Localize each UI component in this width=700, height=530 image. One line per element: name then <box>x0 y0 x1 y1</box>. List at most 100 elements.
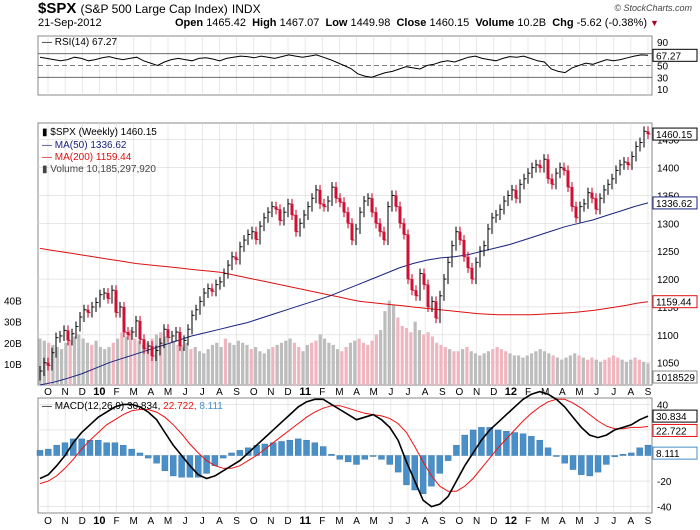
volume-bar <box>275 344 279 385</box>
volume-bar <box>478 355 482 385</box>
price-tick-label: 1050 <box>657 359 680 370</box>
low-label: Low <box>325 17 348 29</box>
x-tick-label-bottom: J <box>594 516 599 527</box>
macd-histogram-bar <box>36 450 44 456</box>
open-label: Open <box>175 17 204 29</box>
volume-bar <box>357 338 361 385</box>
x-tick-label: 12 <box>505 386 517 398</box>
price-bar-body <box>322 203 326 207</box>
volume-tick-label: 40B <box>4 297 22 308</box>
ma200-legend: — MA(200) 1159.44 <box>42 152 132 163</box>
x-tick-label-bottom: F <box>319 516 325 527</box>
macd-histogram-bar <box>153 455 160 464</box>
x-tick-label-bottom: M <box>130 516 138 527</box>
rsi-value-tag-box <box>652 48 698 62</box>
volume-bar <box>292 342 297 385</box>
volume-bar <box>486 351 491 385</box>
volume-bar <box>465 347 469 385</box>
volume-bar <box>568 355 572 385</box>
volume-bar <box>491 349 495 385</box>
volume-bar <box>417 330 422 385</box>
volume-bar <box>284 340 288 385</box>
volume-bar <box>413 321 417 385</box>
price-bar-body <box>470 267 474 280</box>
volume-bar <box>128 330 133 385</box>
macd-line <box>39 390 649 508</box>
volume-bar <box>210 344 215 385</box>
x-tick-label-bottom: M <box>370 516 378 527</box>
volume-bar <box>426 332 430 385</box>
volume-bar <box>327 342 331 385</box>
volume-bar <box>322 338 327 385</box>
price-tick-label: 1250 <box>657 247 680 258</box>
volume-bar <box>137 340 141 385</box>
signal-value-tag: 22.722 <box>656 426 687 437</box>
macd-histogram-bar <box>494 429 502 456</box>
volume-bar <box>223 338 228 385</box>
x-tick-label: J <box>183 387 188 398</box>
volume-bar <box>603 359 607 385</box>
price-bar-body <box>378 223 382 232</box>
volume-bar <box>581 357 585 385</box>
volume-bar <box>620 359 624 385</box>
price-bar-body <box>274 206 278 210</box>
x-tick-label-bottom: 10 <box>93 515 105 527</box>
price-tick-label: 1300 <box>657 219 680 230</box>
volume-value-tag-box <box>652 370 698 384</box>
volume-bar <box>77 334 81 385</box>
macd-histogram-bar <box>286 439 294 456</box>
macd-histogram-bar <box>195 455 202 478</box>
x-tick-label: J <box>388 387 393 398</box>
volume-bar <box>573 353 577 385</box>
x-tick-label: F <box>114 387 120 398</box>
volume-bar <box>202 353 206 385</box>
price-bar-body <box>414 290 418 296</box>
volume-bar <box>288 338 292 385</box>
ma200-line <box>39 247 649 316</box>
volume-bar <box>547 353 551 385</box>
volume-bar <box>68 340 72 385</box>
macd-histogram-bar <box>170 455 177 477</box>
price-bar-body <box>426 284 430 307</box>
x-tick-label: A <box>628 387 635 398</box>
open-value: 1465.42 <box>206 17 246 29</box>
price-tick-label: 1450 <box>657 136 680 147</box>
volume-bar <box>172 340 176 385</box>
x-tick-label-bottom: A <box>353 516 360 527</box>
rsi-tick-label: 10 <box>657 85 669 96</box>
x-tick-label: A <box>148 387 155 398</box>
x-tick-label-bottom: A <box>422 516 429 527</box>
rsi-tick-label: 50 <box>657 62 669 73</box>
price-bar-body <box>318 189 322 204</box>
x-tick-label: M <box>370 387 378 398</box>
volume-legend: ▮ Volume 10,185,297,920 <box>42 164 156 175</box>
macd-histogram-bar <box>203 455 210 474</box>
price-bar-body <box>106 293 110 299</box>
price-bar-body <box>434 301 438 319</box>
volume-bar <box>193 347 197 385</box>
x-tick-label-bottom: N <box>473 516 480 527</box>
macd-histogram-bar <box>636 447 643 456</box>
stockcharts-credit: © StockCharts.com <box>614 3 692 13</box>
volume-bar <box>508 353 512 385</box>
volume-bar <box>331 344 335 385</box>
x-tick-label: N <box>473 387 480 398</box>
volume-bar <box>435 342 439 385</box>
x-tick-label: 10 <box>93 386 105 398</box>
x-tick-label-bottom: J <box>388 516 393 527</box>
volume-bar <box>107 347 111 385</box>
macd-value-tag-box <box>652 409 698 423</box>
volume-bar <box>163 336 167 385</box>
x-tick-label: D <box>490 387 497 398</box>
price-bar-body <box>458 231 462 241</box>
volume-bar <box>443 347 447 385</box>
rsi-value-tag: 67.27 <box>656 51 681 62</box>
x-tick-label: A <box>422 387 429 398</box>
rsi-tick-label: 90 <box>657 38 669 49</box>
price-bar-body <box>374 212 378 224</box>
price-bar-body <box>66 330 70 341</box>
macd-histogram-bar <box>311 442 319 456</box>
x-tick-label: S <box>645 387 652 398</box>
volume-bar <box>72 336 77 385</box>
volume-bar <box>206 349 210 385</box>
